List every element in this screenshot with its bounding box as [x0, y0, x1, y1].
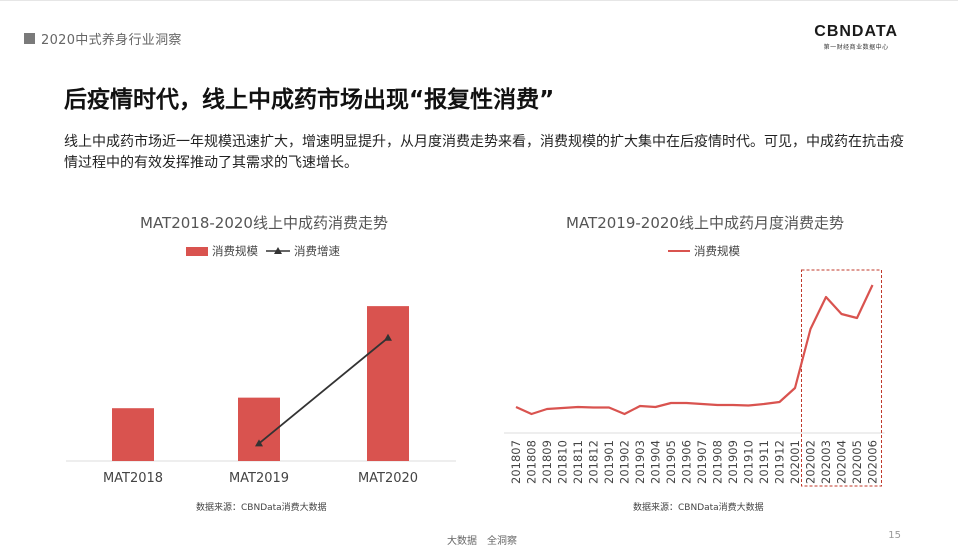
logo-brand: CBNDATA — [814, 23, 898, 40]
x-tick-label-201810: 201810 — [556, 440, 570, 484]
x-tick-label-201906: 201906 — [680, 440, 694, 484]
x-tick-label-mat2018: MAT2018 — [103, 471, 163, 486]
legend-series-label: 消费规模 — [694, 244, 740, 258]
x-tick-label-201902: 201902 — [618, 440, 632, 484]
x-tick-label-202002: 202002 — [804, 440, 818, 484]
x-tick-label-201909: 201909 — [726, 440, 740, 484]
section-marker-icon — [24, 33, 35, 44]
x-tick-label-mat2020: MAT2020 — [358, 471, 418, 486]
bar-mat2020 — [367, 306, 409, 461]
x-tick-label-201811: 201811 — [571, 440, 585, 484]
x-tick-label-202005: 202005 — [850, 440, 864, 484]
growth-marker-1 — [384, 333, 392, 341]
x-tick-label-202003: 202003 — [819, 440, 833, 484]
x-tick-label-201912: 201912 — [773, 440, 787, 484]
legend-bar-swatch — [186, 246, 208, 256]
growth-marker-0 — [255, 439, 263, 447]
x-tick-label-201907: 201907 — [695, 440, 709, 484]
x-tick-label-201905: 201905 — [664, 440, 678, 484]
x-tick-label-202004: 202004 — [835, 440, 849, 484]
x-tick-label-201911: 201911 — [757, 440, 771, 484]
monthly-line — [515, 284, 874, 416]
brand-logo: CBNDATA 第一财经商业数据中心 — [814, 23, 898, 51]
x-tick-label-202001: 202001 — [788, 440, 802, 484]
logo-tagline: 第一财经商业数据中心 — [823, 44, 889, 51]
x-tick-label-201903: 201903 — [633, 440, 647, 484]
legend-line-label: 消费增速 — [294, 244, 340, 258]
right-chart-title: MAT2019-2020线上中成药月度消费走势 — [566, 214, 844, 232]
left-bar-chart: MAT2018 MAT2019 MAT2020 — [66, 306, 456, 486]
legend-line-swatch — [668, 250, 690, 252]
highlight-box — [801, 269, 882, 487]
x-tick-label-mat2019: MAT2019 — [229, 471, 289, 486]
page-description: 线上中成药市场近一年规模迅速扩大，增速明显提升，从月度消费走势来看，消费规模的扩… — [64, 134, 904, 171]
right-chart-source: 数据来源：CBNData消费大数据 — [633, 503, 764, 513]
x-tick-label-201812: 201812 — [587, 440, 601, 484]
legend-line-marker-icon — [266, 246, 290, 256]
x-tick-label-201809: 201809 — [540, 440, 554, 484]
left-chart-legend: 消费规模 消费增速 — [186, 243, 340, 259]
top-divider — [0, 0, 958, 1]
page-number: 15 — [888, 530, 901, 541]
x-tick-label-201901: 201901 — [602, 440, 616, 484]
section-label: 2020中式养身行业洞察 — [41, 33, 182, 48]
x-tick-label-201807: 201807 — [509, 440, 523, 484]
x-tick-label-201910: 201910 — [742, 440, 756, 484]
x-tick-label-201904: 201904 — [649, 440, 663, 484]
left-chart-title: MAT2018-2020线上中成药消费走势 — [140, 214, 388, 232]
footer-slogan: 大数据 全洞察 — [447, 536, 517, 547]
x-tick-label-201808: 201808 — [525, 440, 539, 484]
right-line-chart: 201807 201808 201809 201810 201811 201812 2019… — [504, 269, 885, 487]
x-tick-label-201908: 201908 — [711, 440, 725, 484]
bar-mat2019 — [238, 397, 280, 461]
legend-bar-label: 消费规模 — [212, 244, 258, 258]
growth-line — [258, 337, 389, 445]
section-header: 2020中式养身行业洞察 — [24, 29, 182, 48]
bar-mat2018 — [112, 408, 154, 461]
right-chart-legend: 消费规模 — [668, 243, 740, 259]
left-chart-source: 数据来源：CBNData消费大数据 — [196, 503, 327, 513]
page-title: 后疫情时代，线上中成药市场出现“报复性消费” — [64, 87, 555, 113]
x-tick-label-202006: 202006 — [866, 440, 880, 484]
